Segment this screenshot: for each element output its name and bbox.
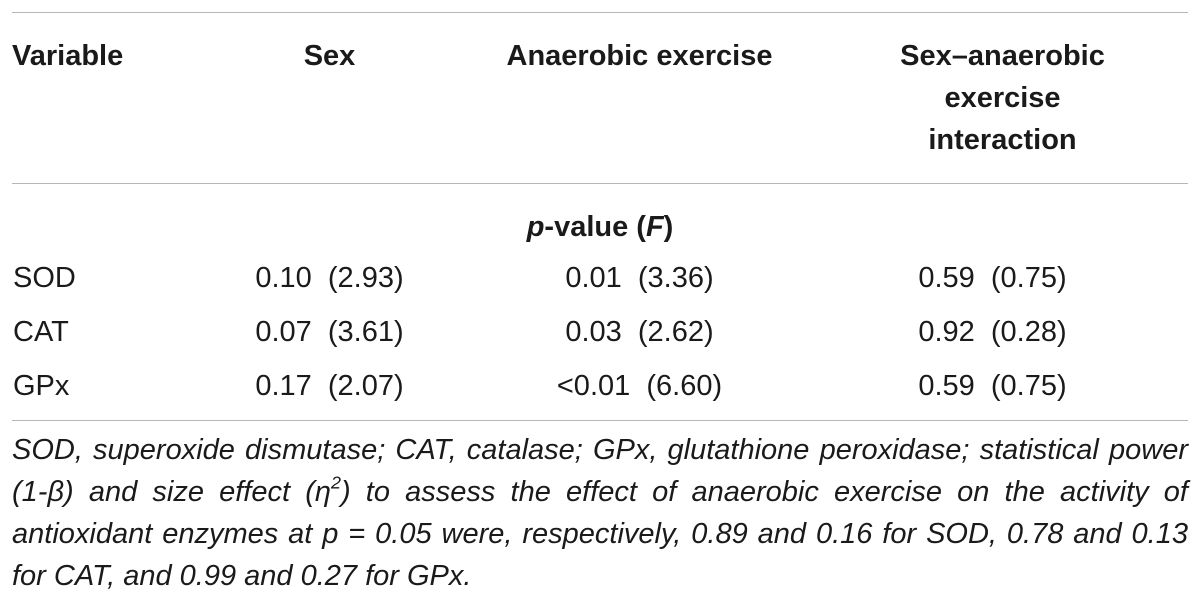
table-row: GPx 0.17 (2.07) <0.01 (6.60) 0.59 (0.75) xyxy=(12,359,1188,420)
header-variable: Variable xyxy=(12,40,124,72)
results-table-container: Variable Sex Anaerobic exercise Sex–anae… xyxy=(12,12,1188,597)
bottom-rule xyxy=(12,420,1188,421)
cell-sex: 0.07 (3.61) xyxy=(255,316,404,348)
table-row: SOD 0.10 (2.93) 0.01 (3.36) 0.59 (0.75) xyxy=(12,251,1188,305)
cell-variable: SOD xyxy=(13,262,76,294)
header-rule xyxy=(12,183,1188,184)
header-sex: Sex xyxy=(303,40,356,72)
header-anaerobic-exercise: Anaerobic exercise xyxy=(506,40,773,72)
cell-interaction: 0.59 (0.75) xyxy=(918,262,1067,294)
top-rule xyxy=(12,12,1188,13)
header-row: Variable Sex Anaerobic exercise Sex–anae… xyxy=(12,13,1188,183)
cell-interaction: 0.92 (0.28) xyxy=(918,316,1067,348)
table-row: CAT 0.07 (3.61) 0.03 (2.62) 0.92 (0.28) xyxy=(12,305,1188,359)
cell-anaerobic: 0.01 (3.36) xyxy=(565,262,714,294)
cell-anaerobic: 0.03 (2.62) xyxy=(565,316,714,348)
results-table-body: p-value (F) SOD 0.10 (2.93) 0.01 (3.36) … xyxy=(12,184,1188,420)
cell-interaction: 0.59 (0.75) xyxy=(918,370,1067,402)
cell-sex: 0.17 (2.07) xyxy=(255,370,404,402)
subheader-row: p-value (F) xyxy=(12,184,1188,251)
subheader-p-value-f: p-value (F) xyxy=(526,211,674,243)
results-table: Variable Sex Anaerobic exercise Sex–anae… xyxy=(12,13,1188,183)
header-interaction: Sex–anaerobic exercise interaction xyxy=(900,40,1105,156)
cell-sex: 0.10 (2.93) xyxy=(255,262,404,294)
cell-anaerobic: <0.01 (6.60) xyxy=(556,370,723,402)
cell-variable: GPx xyxy=(13,370,70,402)
table-footnote: SOD, superoxide dismutase; CAT, catalase… xyxy=(12,434,1188,592)
cell-variable: CAT xyxy=(13,316,69,348)
